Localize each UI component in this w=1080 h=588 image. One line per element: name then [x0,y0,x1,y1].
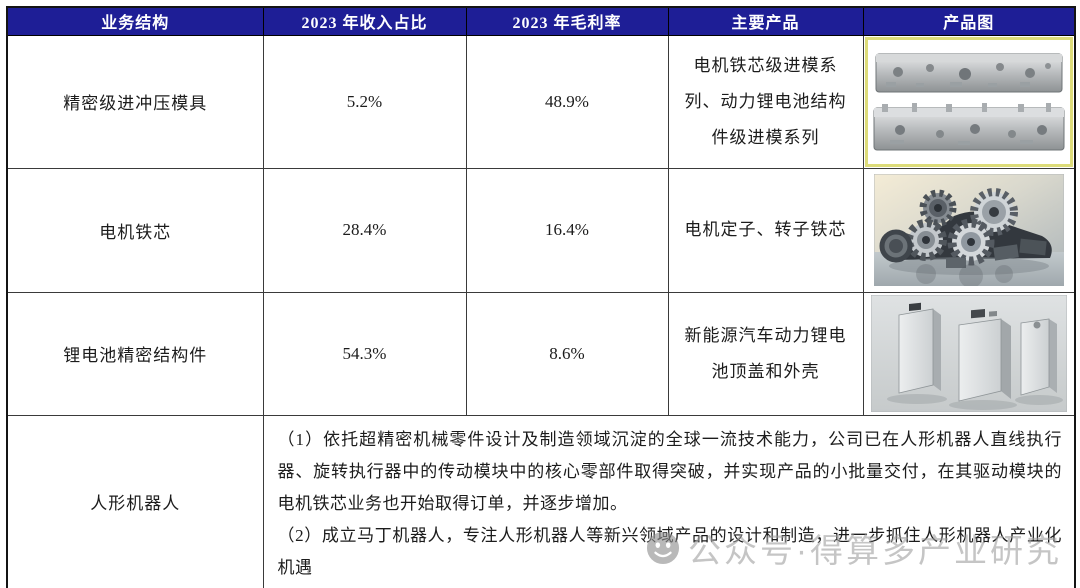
business-name: 精密级进冲压模具 [6,34,264,169]
business-name: 电机铁芯 [6,167,264,293]
product-image-cell [862,291,1076,416]
revenue-share-value: 28.4% [262,167,467,293]
product-image-cell [862,167,1076,293]
main-products-text: 新能源汽车动力锂电池顶盖和外壳 [667,291,864,416]
business-structure-table: 业务结构 2023 年收入占比 2023 年毛利率 主要产品 产品图 精密级进冲… [6,6,1076,588]
header-label: 主要产品 [731,15,800,33]
table-row: 锂电池精密结构件 54.3% 8.6% 新能源汽车动力锂电池顶盖和外壳 [6,291,1076,416]
highlight-frame [864,36,1073,167]
header-label: 产品图 [943,15,995,33]
table-row: 精密级进冲压模具 5.2% 48.9% 电机铁芯级进模系列、动力锂电池结构件级进… [6,34,1076,169]
header-main-products: 主要产品 [667,6,864,36]
battery-case-image [870,295,1067,412]
gross-margin-value: 8.6% [465,291,669,416]
table-row: 电机铁芯 28.4% 16.4% 电机定子、转子铁芯 [6,167,1076,293]
gross-margin-value: 16.4% [465,167,669,293]
table-row-spanning: 人形机器人 （1）依托超精密机械零件设计及制造领域沉淀的全球一流技术能力，公司已… [6,414,1076,588]
battery-shell-3 [1020,318,1057,396]
product-image-cell [862,34,1076,169]
gross-margin-value: 48.9% [465,34,669,169]
business-name: 人形机器人 [6,414,264,588]
revenue-share-value: 5.2% [262,34,467,169]
main-products-text: 电机铁芯级进模系列、动力锂电池结构件级进模系列 [667,34,864,169]
battery-shell-2 [958,309,1011,402]
header-revenue-share: 2023 年收入占比 [262,6,467,36]
stamping-die-image [869,41,1068,162]
header-business-structure: 业务结构 [6,6,264,36]
motor-core-image [873,174,1064,286]
description-paragraph-2: （2）成立马丁机器人，专注人形机器人等新兴领域产品的设计和制造，进一步抓住人形机… [277,525,1062,577]
header-product-image: 产品图 [862,6,1076,36]
header-label: 2023 年收入占比 [301,15,428,33]
header-label: 业务结构 [101,15,170,33]
main-products-text: 电机定子、转子铁芯 [667,167,864,293]
business-name: 锂电池精密结构件 [6,291,264,416]
header-gross-margin: 2023 年毛利率 [465,6,669,36]
humanoid-robot-description-cell: （1）依托超精密机械零件设计及制造领域沉淀的全球一流技术能力，公司已在人形机器人… [262,414,1076,588]
revenue-share-value: 54.3% [262,291,467,416]
battery-shell-1 [898,302,941,394]
header-label: 2023 年毛利率 [512,15,622,33]
description-paragraph-1: （1）依托超精密机械零件设计及制造领域沉淀的全球一流技术能力，公司已在人形机器人… [277,429,1062,513]
table-header-row: 业务结构 2023 年收入占比 2023 年毛利率 主要产品 产品图 [6,6,1076,36]
